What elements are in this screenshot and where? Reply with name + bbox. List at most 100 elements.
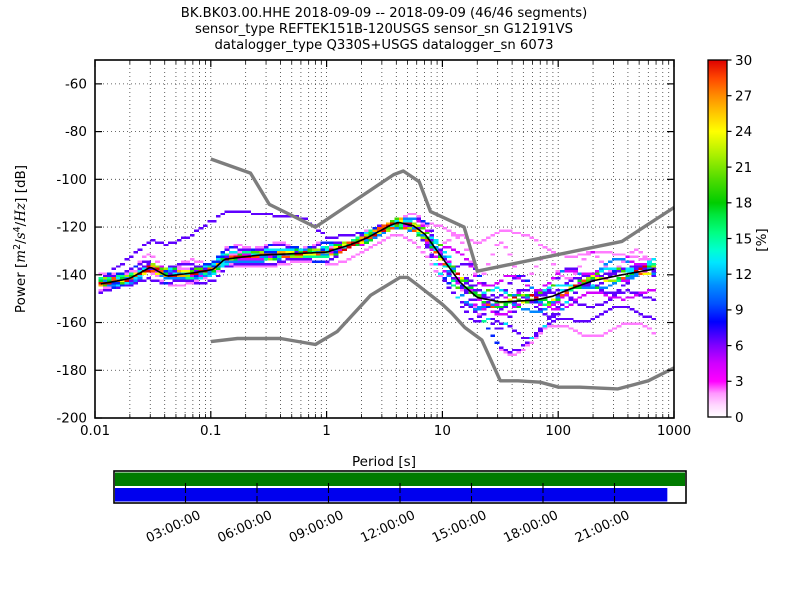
histogram-cell (159, 270, 165, 273)
histogram-cell (385, 229, 391, 232)
histogram-cell (590, 317, 596, 321)
histogram-cell (525, 341, 530, 345)
histogram-cell (459, 279, 465, 282)
histogram-cell (477, 305, 482, 309)
histogram-cell (507, 324, 513, 328)
histogram-cell (207, 272, 213, 275)
histogram-cell (115, 265, 121, 268)
histogram-cell (512, 348, 517, 352)
histogram-cell (594, 303, 600, 306)
histogram-cell (620, 270, 626, 273)
histogram-cell (494, 281, 500, 285)
histogram-cell (481, 293, 487, 297)
histogram-cell (128, 272, 134, 275)
histogram-cell (546, 324, 552, 328)
histogram-cell (503, 246, 509, 249)
histogram-cell (633, 274, 639, 278)
histogram-cell (359, 250, 365, 254)
histogram-cell (272, 258, 278, 261)
histogram-cell (451, 231, 456, 235)
histogram-cell (250, 258, 256, 261)
histogram-cell (189, 267, 195, 271)
histogram-cell (503, 322, 509, 325)
histogram-cell (159, 265, 165, 268)
histogram-cell (407, 212, 413, 216)
histogram-cell (551, 277, 556, 280)
histogram-cell (372, 234, 378, 237)
histogram-cell (137, 277, 143, 280)
histogram-cell (229, 246, 234, 249)
histogram-cell (185, 274, 191, 278)
histogram-cell (342, 243, 347, 247)
histogram-cell (599, 267, 604, 271)
histogram-cell (255, 255, 260, 259)
histogram-cell (329, 262, 334, 266)
histogram-cell (181, 270, 186, 273)
histogram-cell (477, 289, 482, 292)
histogram-cell (350, 241, 356, 244)
histogram-cell (568, 327, 574, 330)
histogram-cell (385, 222, 391, 225)
histogram-cell (612, 327, 617, 330)
histogram-cell (446, 260, 452, 263)
histogram-cell (573, 298, 578, 302)
histogram-cell (185, 279, 191, 282)
histogram-cell (276, 243, 282, 247)
histogram-cell (551, 250, 556, 254)
histogram-cell (577, 253, 583, 256)
histogram-cell (581, 303, 587, 306)
histogram-cell (259, 250, 265, 254)
histogram-cell (642, 324, 648, 328)
histogram-cell (568, 277, 574, 280)
histogram-cell (359, 243, 365, 247)
x-tick-label: 1000 (657, 423, 691, 439)
histogram-cell (176, 265, 182, 268)
histogram-cell (111, 281, 117, 285)
histogram-cell (533, 310, 539, 313)
histogram-cell (647, 315, 652, 318)
histogram-cell (141, 255, 147, 259)
histogram-cell (555, 312, 561, 316)
histogram-cell (303, 248, 308, 251)
histogram-cell (525, 296, 530, 299)
histogram-cell (520, 348, 526, 352)
histogram-cell (503, 296, 509, 299)
histogram-cell (498, 322, 504, 325)
histogram-cell (551, 303, 556, 306)
histogram-cell (494, 286, 500, 290)
histogram-cell (555, 296, 561, 299)
histogram-cell (420, 250, 426, 254)
histogram-cell (268, 212, 273, 216)
histogram-cell (372, 227, 378, 230)
histogram-cell (377, 224, 382, 228)
histogram-cell (359, 236, 365, 239)
histogram-cell (202, 277, 208, 280)
histogram-cell (485, 301, 491, 304)
colorbar-tick-label: 9 (735, 303, 744, 319)
histogram-cell (355, 241, 361, 244)
histogram-cell (272, 243, 278, 247)
histogram-cell (224, 255, 230, 259)
histogram-cell (424, 222, 430, 225)
histogram-cell (612, 305, 617, 309)
histogram-cell (573, 267, 578, 271)
x-tick-label: 100 (545, 423, 571, 439)
histogram-cell (268, 258, 273, 261)
histogram-cell (155, 279, 160, 282)
histogram-cell (281, 255, 287, 259)
histogram-cell (324, 248, 330, 251)
histogram-cell (438, 243, 443, 247)
histogram-cell (255, 258, 260, 261)
histogram-cell (320, 260, 326, 263)
histogram-cell (599, 260, 604, 263)
histogram-cell (176, 279, 182, 282)
histogram-cell (137, 279, 143, 282)
histogram-cell (224, 262, 230, 266)
histogram-cell (599, 286, 604, 290)
histogram-cell (472, 284, 478, 287)
histogram-cell (385, 236, 391, 239)
histogram-cell (586, 334, 591, 337)
histogram-cell (542, 303, 548, 306)
histogram-cell (324, 253, 330, 256)
